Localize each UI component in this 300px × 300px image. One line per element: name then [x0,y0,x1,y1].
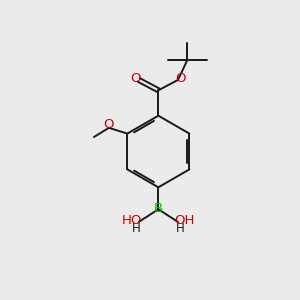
Text: O: O [103,118,113,130]
Text: H: H [176,222,185,236]
Text: HO: HO [122,214,142,227]
Text: O: O [176,72,186,85]
Text: B: B [154,202,163,215]
Text: O: O [130,73,141,85]
Text: OH: OH [175,214,195,227]
Text: H: H [132,222,141,236]
